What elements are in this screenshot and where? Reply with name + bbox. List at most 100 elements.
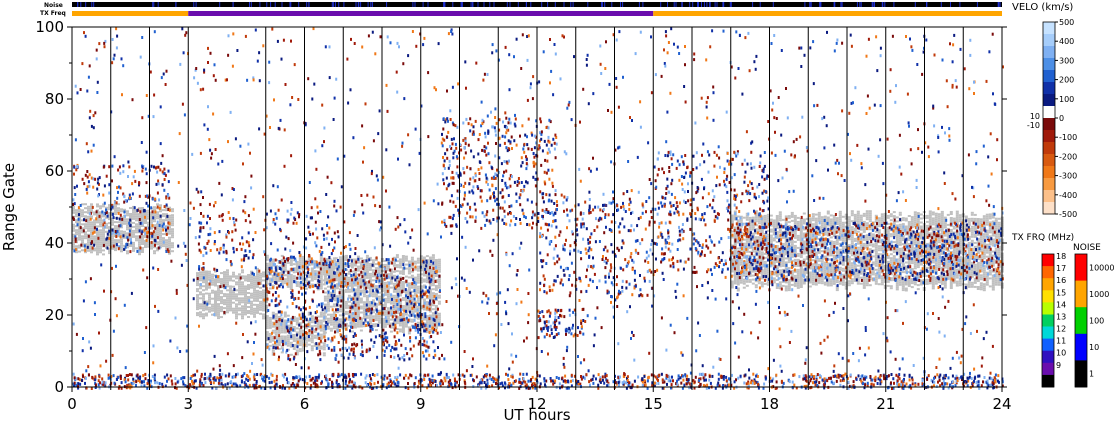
noise-mark [881, 2, 883, 7]
ground-cell [241, 305, 244, 308]
ground-cell [925, 226, 929, 229]
ground-cell [847, 222, 851, 225]
ground-cell [889, 287, 893, 290]
ground-cell [359, 323, 363, 326]
ground-cell [778, 287, 782, 290]
ground-cell [277, 327, 281, 330]
ground-cell [168, 244, 171, 247]
ground-cell [754, 236, 758, 239]
ground-cell [268, 279, 272, 282]
ground-cell [153, 246, 156, 249]
ground-cell [208, 286, 211, 289]
ground-cell [326, 317, 330, 320]
ground-cell [335, 285, 339, 288]
ground-cell [298, 330, 302, 333]
ground-cell [99, 229, 102, 232]
ground-cell [934, 278, 938, 281]
ground-cell [87, 225, 90, 228]
ground-cell [353, 326, 357, 329]
ground-cell [904, 249, 908, 252]
ground-cell [398, 302, 402, 305]
ground-cell [748, 278, 752, 281]
ground-cell [784, 261, 788, 264]
ground-cell [437, 258, 441, 261]
ground-cell [401, 323, 405, 325]
ground-cell [338, 276, 342, 279]
ground-cell [428, 290, 432, 293]
ground-cell [814, 221, 818, 224]
ground-cell [730, 244, 734, 247]
ground-cell [229, 307, 232, 310]
ground-cell [847, 216, 851, 219]
ground-cell [733, 280, 737, 283]
ground-cell [937, 281, 941, 284]
ground-cell [847, 266, 851, 269]
ground-cell [748, 222, 752, 225]
ground-cell [205, 282, 208, 285]
ground-cell [295, 271, 299, 273]
ground-cell [359, 301, 363, 304]
ground-cell [265, 317, 269, 320]
ground-cell [108, 234, 111, 237]
ground-cell [235, 293, 238, 296]
ground-cell [751, 274, 755, 277]
ground-cell [319, 347, 323, 350]
ground-cell [820, 276, 824, 279]
ground-cell [211, 309, 214, 312]
ground-cell [802, 268, 806, 271]
ground-cell [368, 256, 372, 259]
ground-cell [295, 319, 299, 322]
ground-cell [859, 220, 863, 223]
ground-cell [132, 233, 135, 236]
ground-cell [889, 215, 893, 218]
ground-cell [217, 295, 220, 298]
ground-cell [214, 306, 217, 309]
ground-cell [335, 325, 339, 328]
ground-cell [377, 277, 381, 280]
ground-cell [105, 226, 108, 229]
ground-cell [199, 305, 202, 308]
ground-cell [347, 282, 351, 285]
ground-cell [295, 281, 299, 283]
ground-cell [265, 262, 269, 265]
ground-cell [368, 262, 372, 265]
ground-cell [904, 219, 908, 222]
ground-cell [817, 277, 821, 280]
ground-cell [356, 267, 360, 270]
ground-cell [126, 250, 129, 253]
ground-cell [931, 275, 935, 278]
ground-cell [84, 237, 87, 240]
ground-cell [874, 256, 878, 259]
ground-cell [78, 220, 81, 223]
ground-cell [943, 248, 947, 251]
ground-cell [90, 251, 93, 254]
ground-cell [72, 245, 75, 248]
ground-cell [778, 277, 782, 280]
ground-cell [823, 263, 827, 266]
ground-cell [410, 310, 414, 313]
ground-cell [347, 294, 351, 297]
ground-cell [820, 270, 824, 273]
ground-cell [925, 278, 929, 281]
ground-cell [838, 248, 842, 251]
ground-cell [904, 227, 908, 230]
ground-cell [262, 303, 265, 306]
ground-cell [775, 233, 779, 235]
ground-cell [416, 299, 420, 302]
ground-cell [775, 245, 779, 247]
ground-cell [856, 234, 860, 237]
ground-cell [365, 270, 369, 273]
ground-cell [730, 220, 734, 223]
ground-cell [796, 270, 800, 273]
ground-cell [135, 223, 138, 226]
ground-cell [877, 219, 881, 222]
noise-mark [343, 2, 345, 7]
ground-cell [368, 302, 372, 305]
ground-cell [168, 238, 171, 241]
ground-cell [338, 278, 342, 281]
ground-cell [431, 292, 435, 295]
ground-cell [208, 310, 211, 313]
ground-cell [111, 239, 114, 242]
ground-cell [730, 230, 734, 233]
ground-cell [814, 251, 818, 254]
